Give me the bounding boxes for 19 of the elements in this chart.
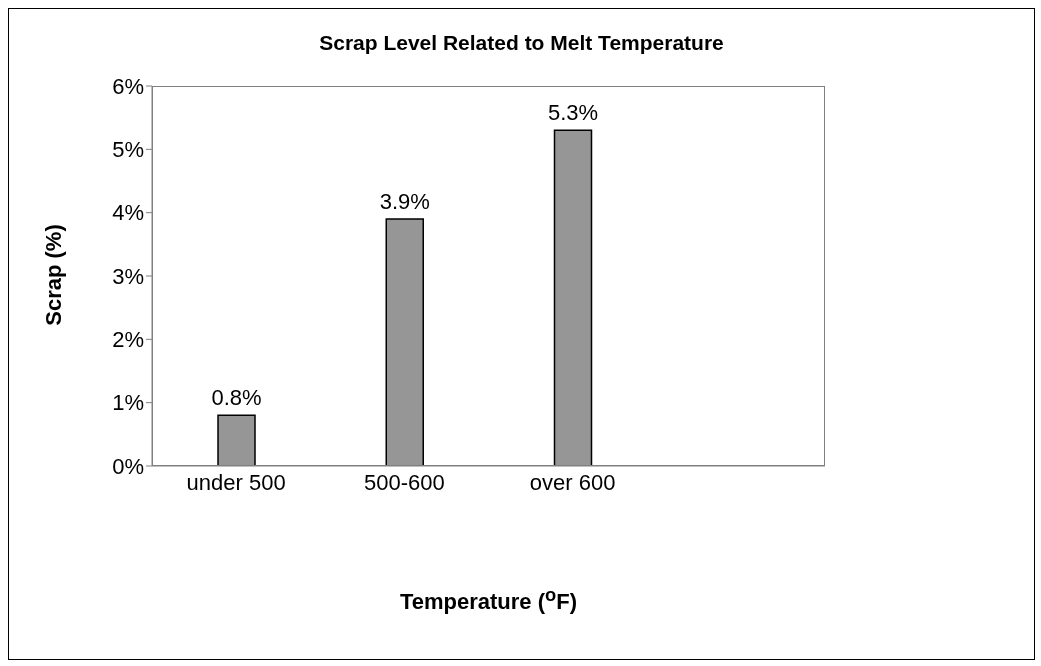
y-tick-label: 2% <box>112 327 144 353</box>
y-axis-title: Scrap (%) <box>41 223 67 328</box>
data-label: 0.8% <box>211 385 262 411</box>
y-tick-label: 5% <box>112 137 144 163</box>
y-tick-label: 4% <box>112 200 144 226</box>
y-tick-label: 3% <box>112 263 144 289</box>
x-tick-label: 500-600 <box>364 469 445 495</box>
y-tick-label: 1% <box>112 390 144 416</box>
chart-title: Scrap Level Related to Melt Temperature <box>318 31 725 55</box>
bar <box>553 129 593 466</box>
bar <box>385 218 424 466</box>
y-tick-label: 0% <box>112 453 144 479</box>
x-axis-title: Temperature ($^{o}$F) <box>398 584 578 616</box>
data-label: 5.3% <box>547 100 599 126</box>
y-tick-label: 6% <box>112 73 144 99</box>
x-tick-label: over 600 <box>529 469 616 495</box>
data-label: 3.9% <box>379 189 430 214</box>
x-tick-label: under 500 <box>186 469 286 495</box>
bar <box>217 414 256 466</box>
